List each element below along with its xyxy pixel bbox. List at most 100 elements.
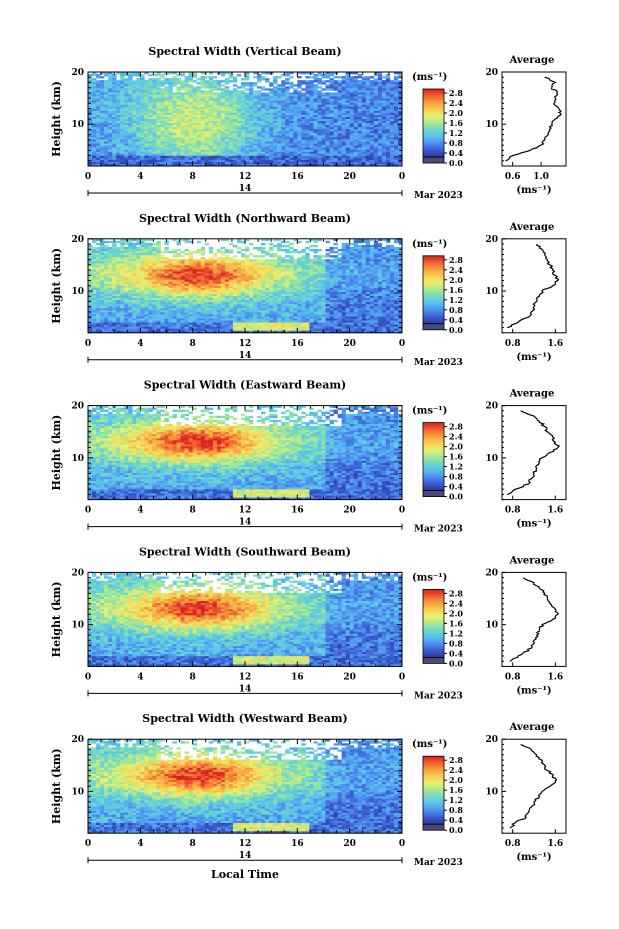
heatmap-cell bbox=[253, 246, 258, 250]
heatmap-cell bbox=[309, 244, 314, 248]
heatmap-cell bbox=[321, 137, 326, 140]
heatmap-cell bbox=[389, 102, 395, 105]
heatmap-cell bbox=[281, 240, 286, 244]
heatmap-cell bbox=[385, 157, 391, 161]
heatmap-cell bbox=[204, 98, 210, 101]
heatmap-cell bbox=[220, 161, 226, 165]
heatmap-cell bbox=[152, 157, 157, 161]
heatmap-cell bbox=[305, 135, 310, 138]
heatmap-cell bbox=[397, 155, 403, 159]
heatmap-cell bbox=[313, 106, 318, 110]
heatmap-cell bbox=[385, 269, 391, 272]
heatmap-cell bbox=[305, 123, 310, 126]
heatmap-cell bbox=[369, 116, 375, 120]
heatmap-cell bbox=[232, 100, 238, 103]
heatmap-cell bbox=[128, 86, 133, 89]
heatmap-cell bbox=[249, 104, 254, 108]
heatmap-cell bbox=[397, 127, 403, 130]
heatmap-cell bbox=[128, 125, 133, 128]
heatmap-cell bbox=[341, 84, 346, 87]
heatmap-cell bbox=[289, 116, 294, 120]
heatmap-cell bbox=[224, 255, 230, 258]
heatmap-cell bbox=[152, 151, 157, 155]
heatmap-cell bbox=[144, 141, 149, 144]
heatmap-cell bbox=[128, 80, 133, 83]
heatmap-cell bbox=[357, 123, 363, 126]
heatmap-cell bbox=[136, 281, 141, 285]
heatmap-cell bbox=[257, 86, 262, 89]
heatmap-cell bbox=[156, 155, 161, 159]
heatmap-cell bbox=[92, 119, 97, 122]
heatmap-cell bbox=[325, 159, 330, 163]
heatmap-cell bbox=[156, 157, 161, 161]
heatmap-cell bbox=[333, 129, 338, 132]
heatmap-cell bbox=[148, 157, 153, 161]
heatmap-cell bbox=[277, 121, 282, 124]
heatmap-cell bbox=[357, 106, 363, 110]
heatmap-cell bbox=[132, 149, 137, 152]
heatmap-cell bbox=[100, 116, 105, 120]
heatmap-cell bbox=[345, 100, 350, 103]
heatmap-cell bbox=[88, 147, 93, 150]
heatmap-cell bbox=[240, 86, 246, 89]
heatmap-cell bbox=[373, 108, 379, 112]
heatmap-cell bbox=[160, 98, 165, 101]
heatmap-cell bbox=[176, 133, 181, 136]
heatmap-cell bbox=[273, 78, 278, 81]
heatmap-cell bbox=[317, 271, 322, 274]
heatmap-cell bbox=[345, 104, 350, 108]
heatmap-cell bbox=[232, 267, 238, 270]
heatmap-cell bbox=[112, 255, 117, 258]
heatmap-cell bbox=[204, 135, 210, 138]
heatmap-cell bbox=[208, 104, 214, 108]
heatmap-cell bbox=[313, 104, 318, 108]
heatmap-cell bbox=[365, 251, 371, 254]
heatmap-cell bbox=[301, 163, 306, 167]
heatmap-cell bbox=[393, 131, 399, 134]
heatmap-cell bbox=[156, 255, 161, 258]
heatmap-cell bbox=[220, 163, 226, 167]
heatmap-cell bbox=[216, 277, 222, 280]
heatmap-cell bbox=[357, 137, 363, 140]
heatmap-cell bbox=[100, 88, 105, 91]
heatmap-cell bbox=[381, 163, 387, 167]
heatmap-cell bbox=[389, 143, 395, 146]
heatmap-cell bbox=[317, 261, 322, 264]
average-x-axis-label: (ms⁻¹) bbox=[516, 185, 551, 196]
y-axis-label: Height (km) bbox=[50, 81, 63, 157]
heatmap-cell bbox=[281, 119, 286, 122]
heatmap-cell bbox=[228, 110, 234, 114]
heatmap-cell bbox=[168, 275, 173, 278]
heatmap-cell bbox=[128, 76, 133, 79]
heatmap-cell bbox=[397, 141, 403, 144]
heatmap-cell bbox=[216, 279, 222, 283]
heatmap-cell bbox=[136, 277, 141, 280]
heatmap-cell bbox=[188, 78, 193, 81]
heatmap-cell bbox=[144, 255, 149, 258]
heatmap-cell bbox=[192, 137, 197, 140]
heatmap-cell bbox=[144, 102, 149, 105]
heatmap-cell bbox=[92, 267, 97, 270]
heatmap-cell bbox=[220, 281, 226, 285]
heatmap-cell bbox=[313, 116, 318, 120]
heatmap-cell bbox=[116, 267, 121, 270]
heatmap-cell bbox=[120, 106, 125, 110]
heatmap-cell bbox=[293, 145, 298, 148]
heatmap-cell bbox=[273, 112, 278, 116]
heatmap-cell bbox=[216, 139, 222, 142]
heatmap-cell bbox=[281, 84, 286, 87]
heatmap-cell bbox=[196, 259, 202, 262]
heatmap-cell bbox=[132, 143, 137, 146]
heatmap-cell bbox=[88, 141, 93, 144]
heatmap-cell bbox=[212, 279, 218, 283]
heatmap-cell bbox=[136, 257, 141, 260]
heatmap-cell bbox=[88, 244, 93, 248]
heatmap-cell bbox=[204, 149, 210, 152]
heatmap-cell bbox=[132, 279, 137, 283]
heatmap-cell bbox=[220, 98, 226, 101]
heatmap-cell bbox=[152, 147, 157, 150]
heatmap-cell bbox=[232, 265, 238, 268]
heatmap-cell bbox=[220, 265, 226, 268]
heatmap-cell bbox=[349, 133, 354, 136]
heatmap-cell bbox=[253, 82, 258, 85]
